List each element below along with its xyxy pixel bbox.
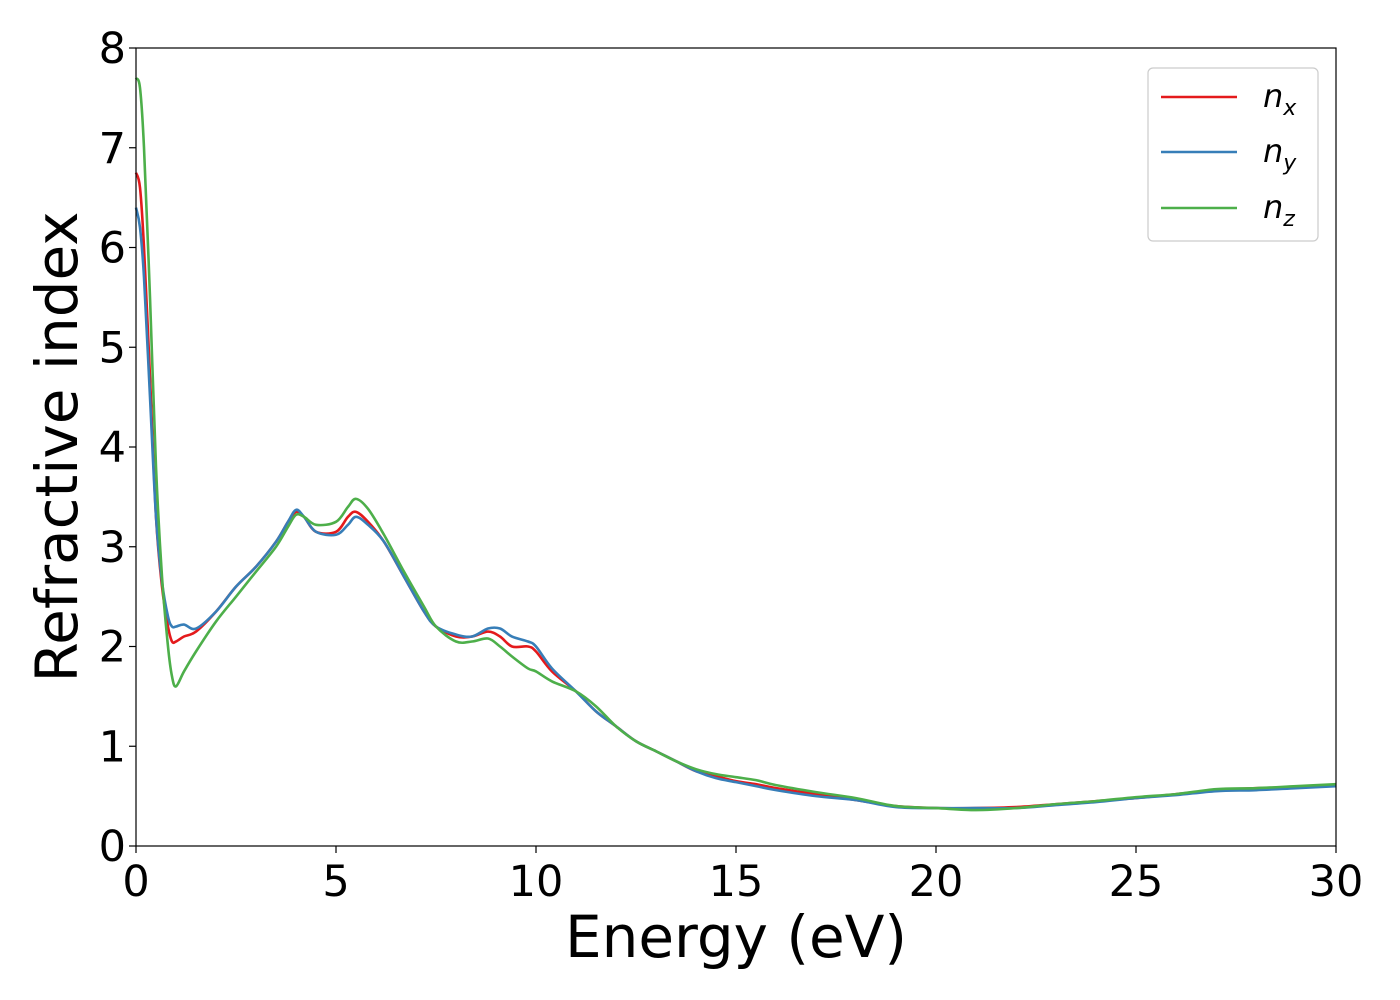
x-tick-label: 20: [909, 857, 964, 907]
legend: nx ny nz: [1147, 67, 1319, 242]
x-tick-label: 10: [509, 857, 564, 907]
x-tick-label: 30: [1309, 857, 1364, 907]
x-axis: 0 5 10 15 20 25 30: [122, 846, 1363, 907]
y-tick-label: 2: [99, 623, 126, 673]
y-tick-label: 0: [99, 822, 126, 872]
legend-label-nz: nz: [1263, 188, 1295, 232]
series-line-nz: [134, 77, 1337, 812]
legend-label-ny: ny: [1263, 132, 1297, 176]
legend-box: [1147, 67, 1319, 242]
x-tick-label: 0: [122, 857, 149, 907]
x-axis-title: Energy (eV): [565, 903, 907, 971]
y-axis: 0 1 2 3 4 5 6 7 8: [99, 24, 136, 872]
legend-label-nx: nx: [1263, 77, 1297, 121]
x-tick-label: 5: [322, 857, 349, 907]
y-tick-label: 3: [99, 523, 126, 573]
y-tick-label: 6: [99, 224, 126, 274]
x-tick-label: 15: [709, 857, 764, 907]
y-tick-label: 1: [99, 722, 126, 772]
y-tick-label: 8: [99, 24, 126, 74]
y-tick-label: 5: [99, 323, 126, 373]
x-tick-label: 25: [1109, 857, 1164, 907]
y-axis-title: Refractive index: [23, 211, 91, 682]
y-tick-label: 7: [99, 124, 126, 174]
y-tick-label: 4: [99, 423, 126, 473]
series-layer: [134, 77, 1337, 812]
